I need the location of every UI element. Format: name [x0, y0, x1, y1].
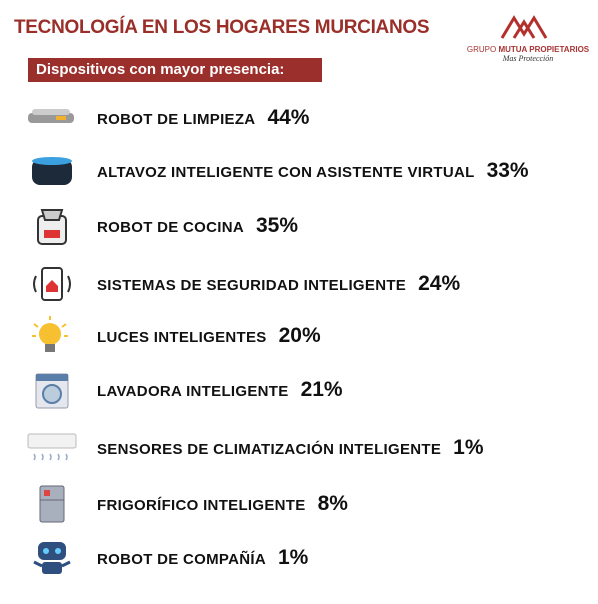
- icon: [28, 109, 74, 123]
- item: LAVADORA INTELIGENTE 21%: [0, 370, 598, 410]
- item: ROBOT DE COMPAÑÍA 1%: [0, 538, 598, 578]
- item-value: 1%: [453, 436, 484, 459]
- item-label: LAVADORA INTELIGENTE: [97, 383, 289, 400]
- item-label: ROBOT DE LIMPIEZA: [97, 111, 256, 128]
- logo: GRUPO MUTUA PROPIETARIOS Mas Protección: [466, 14, 590, 74]
- item: FRIGORÍFICO INTELIGENTE 8%: [0, 484, 598, 524]
- item-label: SENSORES DE CLIMATIZACIÓN INTELIGENTE: [97, 441, 442, 458]
- icon: [37, 209, 67, 245]
- logo-tagline: Mas Protección: [502, 54, 554, 63]
- item-value: 20%: [278, 324, 321, 347]
- logo-brand: MUTUA PROPIETARIOS: [498, 45, 590, 54]
- item-label: ROBOT DE COMPAÑÍA: [97, 551, 266, 568]
- icon: [32, 157, 72, 185]
- logo-mark: [500, 15, 548, 39]
- title: TECNOLOGÍA EN LOS HOGARES MURCIANOS: [14, 17, 430, 38]
- item: ALTAVOZ INTELIGENTE CON ASISTENTE VIRTUA…: [0, 151, 598, 191]
- item-label: SISTEMAS DE SEGURIDAD INTELIGENTE: [97, 277, 407, 294]
- item-value: 33%: [486, 159, 529, 182]
- item-label: LUCES INTELIGENTES: [97, 329, 267, 346]
- item: ROBOT DE LIMPIEZA 44%: [0, 98, 598, 138]
- icon: [35, 373, 69, 409]
- item-value: 8%: [317, 492, 348, 515]
- icon: [33, 267, 71, 301]
- item-value: 35%: [256, 214, 299, 237]
- item: SENSORES DE CLIMATIZACIÓN INTELIGENTE 1%: [0, 428, 598, 468]
- item-label: ROBOT DE COCINA: [97, 219, 244, 236]
- item: SISTEMAS DE SEGURIDAD INTELIGENTE 24%: [0, 264, 598, 304]
- logo-prefix: GRUPO: [466, 45, 497, 54]
- item-value: 24%: [418, 272, 461, 295]
- item-value: 21%: [300, 378, 343, 401]
- icon: [27, 433, 77, 461]
- item-value: 44%: [267, 106, 310, 129]
- item: ROBOT DE COCINA 35%: [0, 206, 598, 246]
- icon: [39, 485, 65, 523]
- item-label: ALTAVOZ INTELIGENTE CON ASISTENTE VIRTUA…: [97, 164, 475, 181]
- icon: [33, 542, 71, 574]
- subtitle: Dispositivos con mayor presencia:: [28, 58, 322, 82]
- icon: [32, 316, 68, 352]
- item-value: 1%: [278, 546, 309, 569]
- item: LUCES INTELIGENTES 20%: [0, 316, 598, 356]
- item-label: FRIGORÍFICO INTELIGENTE: [97, 497, 306, 514]
